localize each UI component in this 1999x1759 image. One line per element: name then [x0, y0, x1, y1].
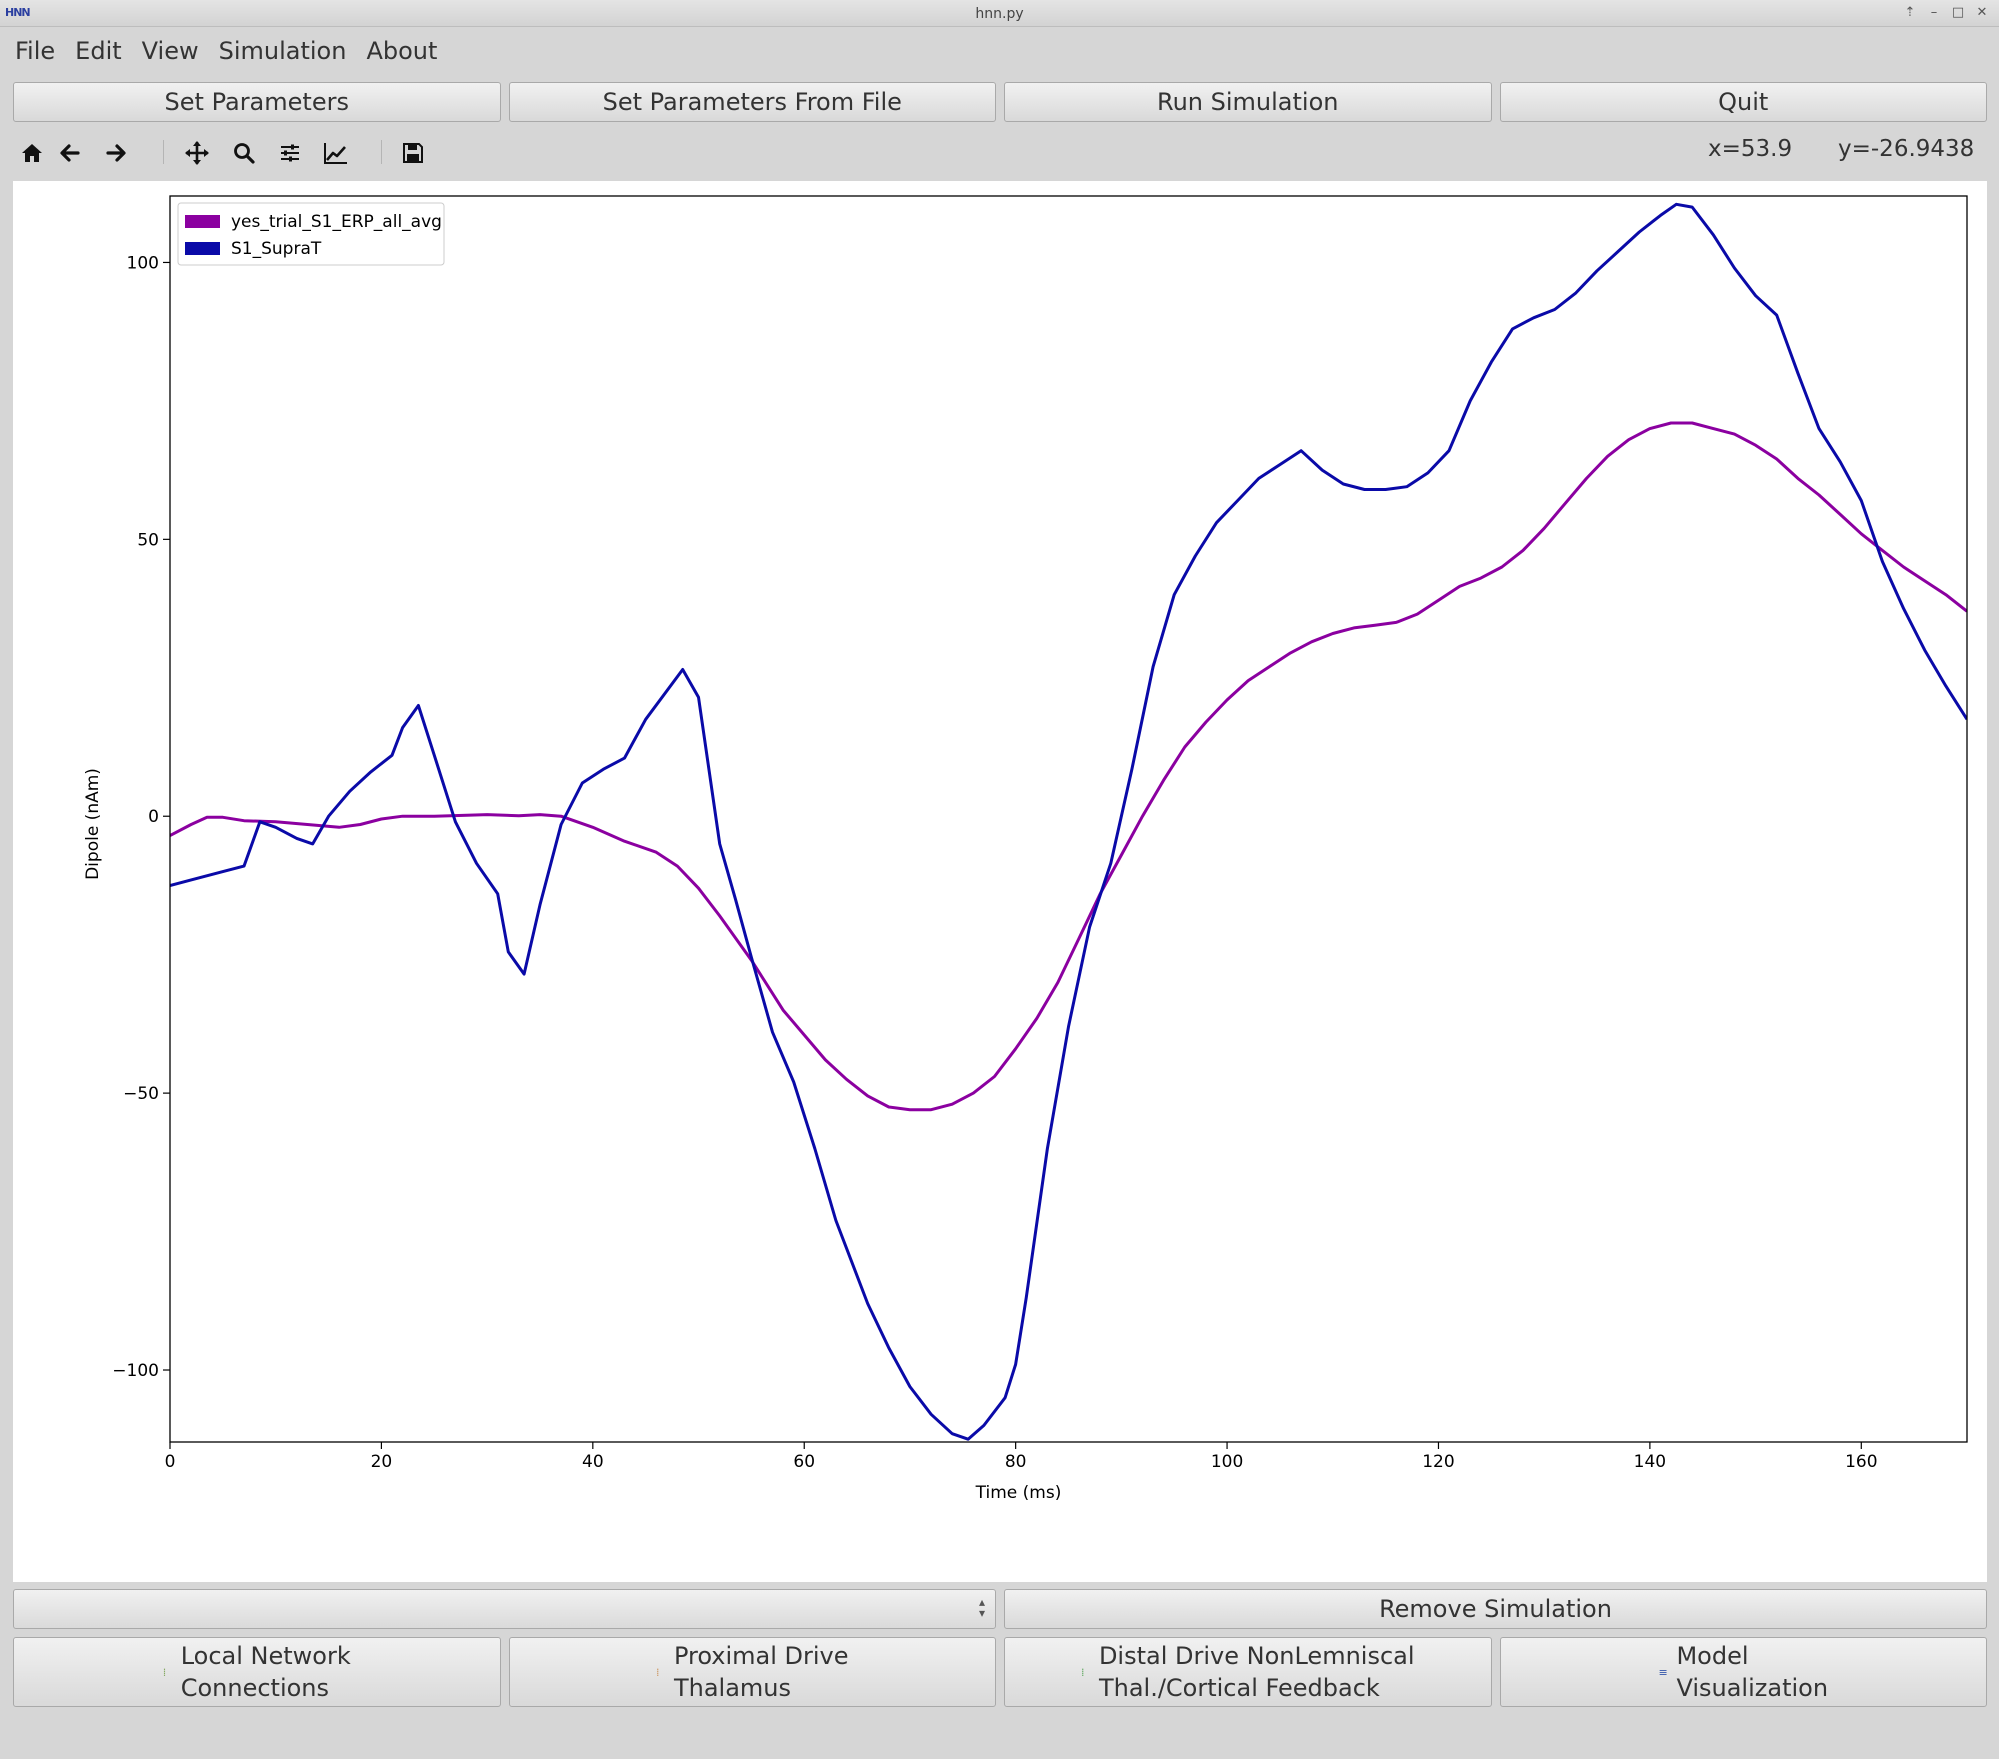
dipole-chart[interactable]: 0 20 40 60 80 100 120 140 160 −100 −50 0 50 100 Time (… — [13, 181, 1987, 1582]
x-tick-label: 40 — [582, 1452, 604, 1472]
toolbar-separator — [381, 140, 382, 164]
menu-edit[interactable]: Edit — [75, 37, 122, 65]
simulation-row: ▴ ▾ Remove Simulation — [13, 1589, 1987, 1629]
button-label: Local Network Connections — [180, 1642, 351, 1702]
legend-label-0: yes_trial_S1_ERP_all_avg — [231, 212, 442, 232]
x-tick-label: 0 — [165, 1452, 176, 1472]
menu-file[interactable]: File — [15, 37, 56, 65]
keep-above-icon[interactable]: ⇡ — [1904, 5, 1916, 20]
button-label: Distal Drive NonLemniscal Thal./Cortical… — [1098, 1642, 1415, 1702]
menu-about[interactable]: About — [366, 37, 438, 65]
x-tick-label: 140 — [1634, 1452, 1666, 1472]
y-tick-label: −100 — [112, 1361, 159, 1381]
plot-canvas[interactable]: 0 20 40 60 80 100 120 140 160 −100 −50 0 50 100 Time (… — [13, 181, 1987, 1582]
pan-icon[interactable] — [180, 136, 214, 170]
plot-toolbar: x=53.9 y=-26.9438 — [13, 132, 1987, 172]
minimize-icon[interactable]: – — [1930, 5, 1938, 20]
spinner-arrows-icon: ▴ ▾ — [978, 1595, 985, 1620]
button-label: Proximal Drive Thalamus — [673, 1642, 849, 1702]
close-icon[interactable]: ✕ — [1976, 5, 1988, 20]
cursor-y-readout: y=-26.9438 — [1838, 136, 1975, 162]
forward-arrow-icon[interactable] — [99, 136, 133, 170]
toolbar-separator — [163, 140, 164, 164]
app-logo: HNN — [5, 6, 31, 19]
cursor-x-readout: x=53.9 — [1708, 136, 1793, 162]
series-line-0 — [170, 421, 1967, 1112]
y-tick-label: 0 — [148, 807, 159, 827]
save-icon[interactable] — [396, 136, 430, 170]
network-icon: ⁞ — [162, 1665, 167, 1679]
x-tick-label: 60 — [793, 1452, 815, 1472]
y-axis-label: Dipole (nAm) — [83, 768, 103, 880]
legend-label-1: S1_SupraT — [231, 239, 322, 259]
model-icon: ≡ — [1658, 1665, 1668, 1679]
x-tick-label: 160 — [1845, 1452, 1877, 1472]
distal-drive-button[interactable]: ⁞ Distal Drive NonLemniscal Thal./Cortic… — [1004, 1637, 1492, 1707]
menu-bar: File Edit View Simulation About — [0, 30, 1999, 72]
menu-simulation[interactable]: Simulation — [218, 37, 347, 65]
dialog-button-row: ⁞ Local Network Connections ⁞ Proximal D… — [13, 1637, 1987, 1707]
y-tick-label: −50 — [123, 1084, 159, 1104]
legend-box — [177, 202, 445, 266]
maximize-icon[interactable]: □ — [1951, 5, 1965, 20]
axes-frame — [169, 195, 1968, 1443]
y-tick-label: 50 — [137, 530, 159, 550]
x-tick-label: 20 — [371, 1452, 393, 1472]
button-label: Model Visualization — [1676, 1642, 1829, 1702]
status-bar — [0, 1716, 1999, 1759]
proximal-icon: ⁞ — [655, 1665, 660, 1679]
zoom-icon[interactable] — [227, 136, 261, 170]
quit-button[interactable]: Quit — [1499, 82, 1987, 122]
run-simulation-button[interactable]: Run Simulation — [1004, 82, 1492, 122]
proximal-drive-button[interactable]: ⁞ Proximal Drive Thalamus — [508, 1637, 996, 1707]
menu-view[interactable]: View — [141, 37, 199, 65]
configure-subplots-icon[interactable] — [273, 136, 307, 170]
edit-axes-icon[interactable] — [319, 136, 353, 170]
window-controls: ⇡ – □ ✕ — [1901, 4, 1991, 22]
x-tick-label: 100 — [1211, 1452, 1243, 1472]
title-bar: HNN hnn.py ⇡ – □ ✕ — [0, 0, 1999, 27]
remove-simulation-button[interactable]: Remove Simulation — [1004, 1589, 1987, 1629]
main-button-row: Set Parameters Set Parameters From File … — [13, 82, 1987, 122]
simulation-selector[interactable]: ▴ ▾ — [13, 1589, 996, 1629]
x-axis-label: Time (ms) — [975, 1483, 1062, 1503]
x-tick-label: 120 — [1422, 1452, 1454, 1472]
legend-swatch-0 — [185, 215, 220, 228]
back-arrow-icon[interactable] — [53, 136, 87, 170]
y-tick-label: 100 — [127, 253, 159, 273]
x-tick-label: 80 — [1005, 1452, 1027, 1472]
series-line-1 — [170, 202, 1967, 1441]
legend-swatch-1 — [185, 242, 220, 255]
window-title: hnn.py — [975, 6, 1024, 22]
model-visualization-button[interactable]: ≡ Model Visualization — [1499, 1637, 1987, 1707]
home-icon[interactable] — [15, 136, 49, 170]
set-parameters-from-file-button[interactable]: Set Parameters From File — [508, 82, 996, 122]
local-network-connections-button[interactable]: ⁞ Local Network Connections — [13, 1637, 501, 1707]
distal-icon: ⁞ — [1080, 1665, 1085, 1679]
set-parameters-button[interactable]: Set Parameters — [13, 82, 501, 122]
